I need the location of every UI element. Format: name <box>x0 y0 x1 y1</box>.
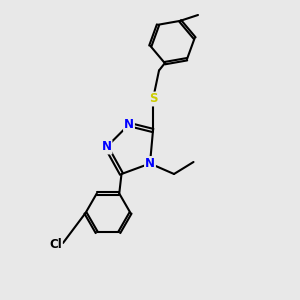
Text: S: S <box>149 92 157 106</box>
Text: N: N <box>145 157 155 170</box>
Text: N: N <box>124 118 134 131</box>
Text: Cl: Cl <box>49 238 62 251</box>
Text: N: N <box>101 140 112 154</box>
